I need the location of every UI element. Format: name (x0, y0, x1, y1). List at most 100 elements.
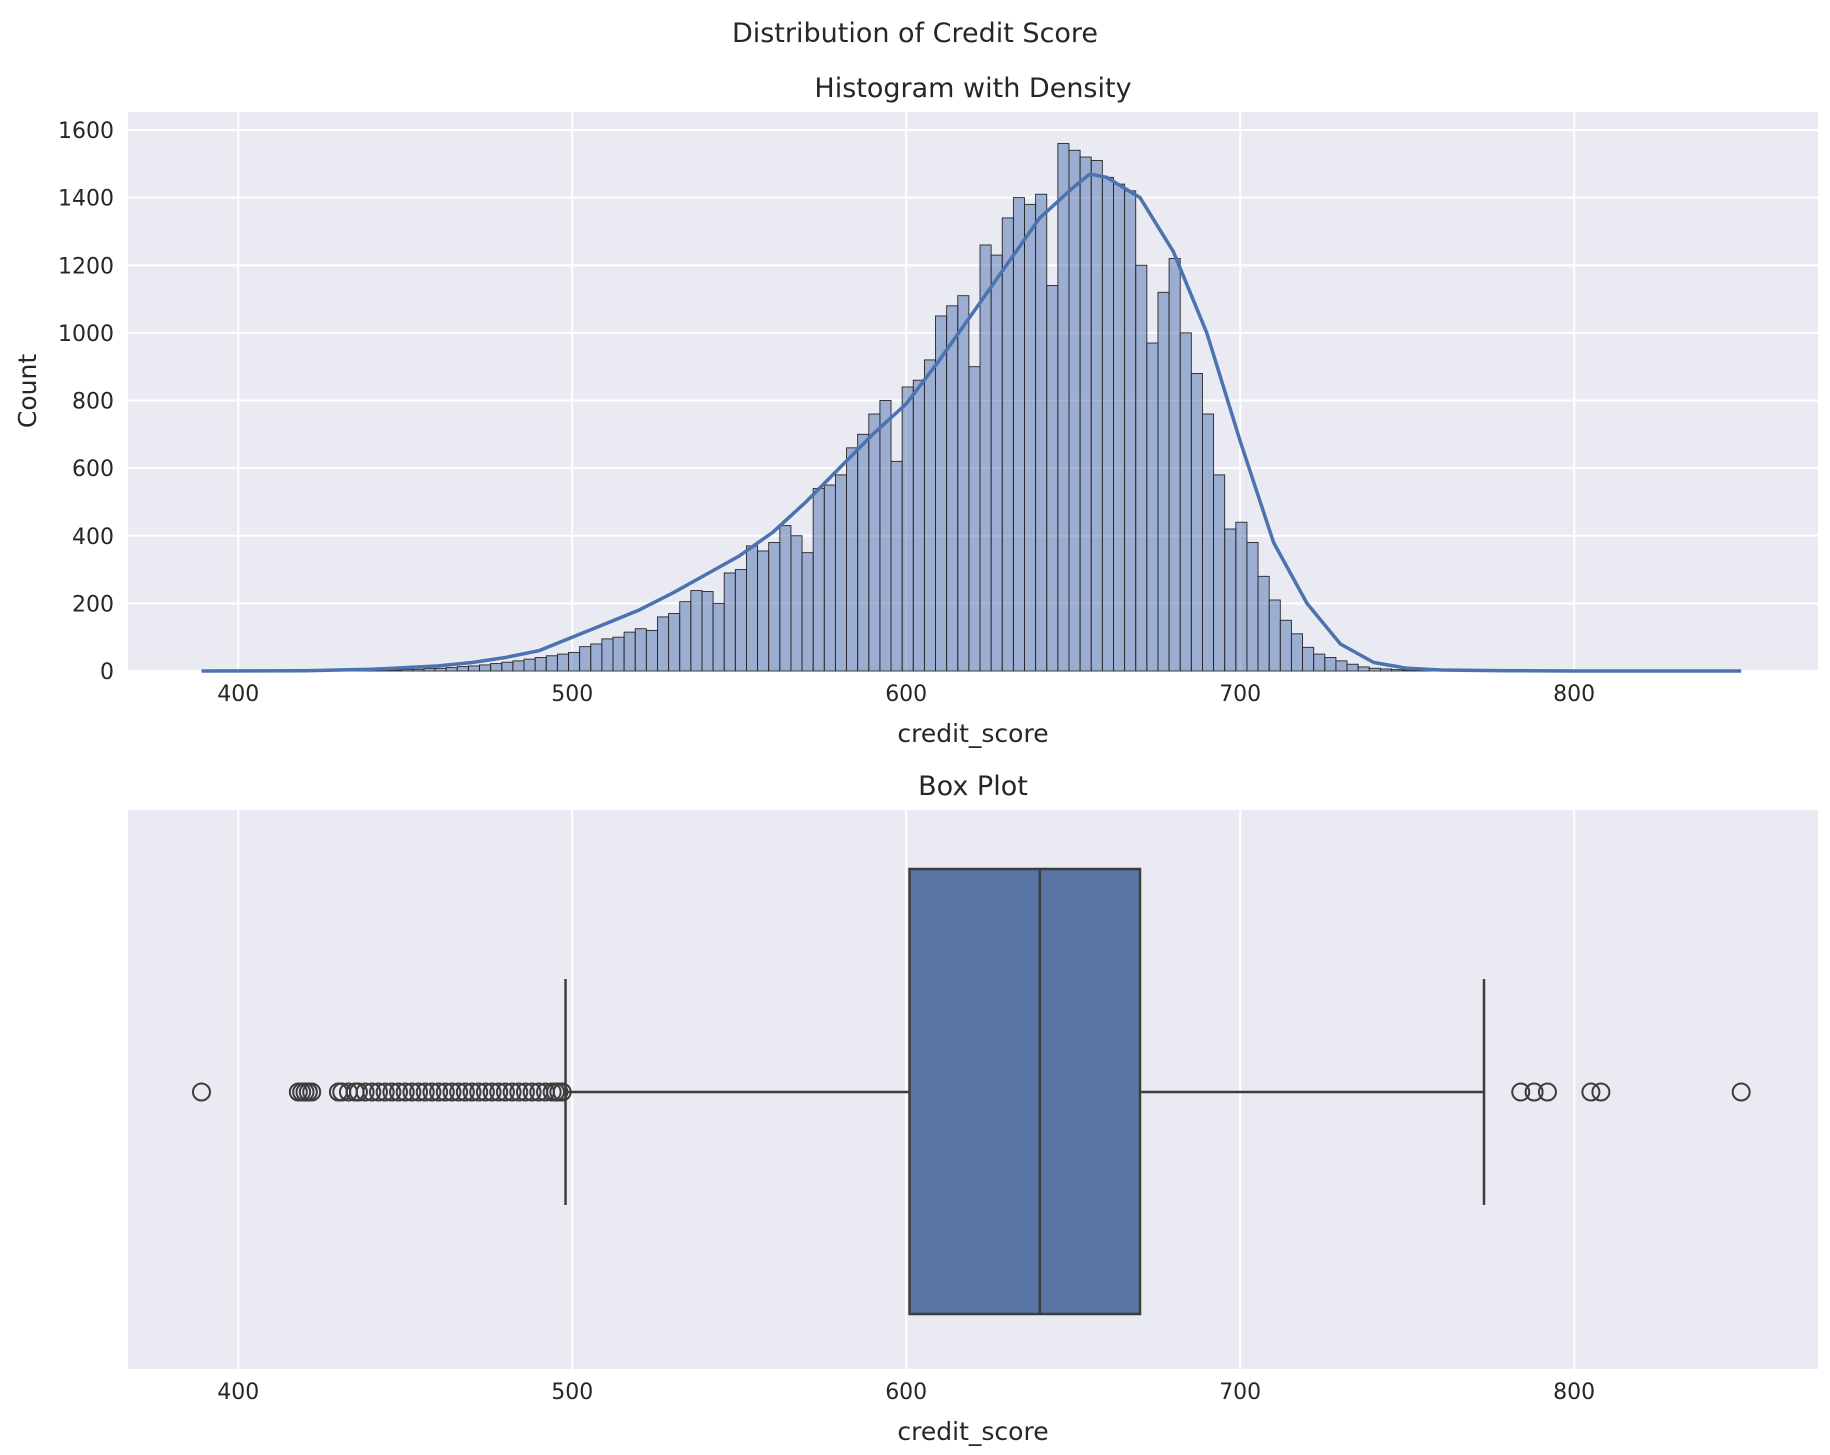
histogram-x-tick-label: 700 (1219, 682, 1261, 707)
histogram-bar (1057, 143, 1070, 672)
boxplot-outlier (368, 1082, 388, 1102)
histogram-bar (1068, 149, 1081, 672)
boxplot-outlier (469, 1082, 489, 1102)
histogram-bar (901, 386, 914, 672)
histogram-bar (1146, 342, 1159, 672)
histogram-y-tick-label: 0 (100, 660, 114, 685)
boxplot-outlier (422, 1082, 442, 1102)
boxplot-outlier (509, 1082, 529, 1102)
histogram-kde-line (201, 172, 1742, 673)
histogram-bar (1313, 653, 1326, 672)
boxplot-outlier (348, 1082, 368, 1102)
boxplot-x-ticks: 400 500 600 700 800 (217, 1380, 1595, 1405)
histogram-bar (812, 487, 825, 672)
histogram-bar (1101, 176, 1114, 672)
boxplot-outlier (382, 1082, 402, 1102)
histogram-bar (1035, 193, 1048, 672)
histogram-bar (390, 669, 403, 672)
histogram-axes: 400 500 600 700 800 0 200 400 600 800 1000 1200 140… (13, 73, 1818, 748)
histogram-bar (501, 661, 514, 672)
histogram-bar (1090, 159, 1103, 672)
histogram-bar (456, 666, 469, 672)
histogram-bar (434, 667, 447, 672)
histogram-bar (579, 646, 592, 672)
histogram-bar (1335, 660, 1348, 672)
boxplot-outlier (362, 1082, 382, 1102)
histogram-bar (790, 535, 803, 672)
histogram-bar (912, 379, 925, 672)
histogram-bar (1202, 413, 1215, 672)
histogram-bar (935, 315, 948, 672)
boxplot-outlier (482, 1082, 502, 1102)
boxplot-outlier (515, 1082, 535, 1102)
boxplot-x-tick-label: 500 (551, 1380, 593, 1405)
histogram-bar (490, 663, 503, 672)
histogram-bar (779, 525, 792, 672)
histogram-bar (990, 254, 1003, 672)
histogram-y-tick-label: 200 (72, 592, 114, 617)
boxplot-outlier (522, 1082, 542, 1102)
histogram-bar (1024, 203, 1037, 672)
histogram-bar (545, 655, 558, 672)
histogram-bar (1079, 156, 1092, 672)
histogram-x-axis-label: credit_score (897, 719, 1048, 748)
histogram-bar (1268, 599, 1281, 672)
histogram-x-tick-label: 600 (885, 682, 927, 707)
histogram-y-tick-label: 600 (72, 457, 114, 482)
histogram-bar (412, 668, 425, 672)
boxplot-outlier (1524, 1082, 1544, 1102)
boxplot-x-axis-label: credit_score (897, 1417, 1048, 1446)
histogram-bar (1279, 619, 1292, 672)
histogram-y-ticks: 0 200 400 600 800 1000 1200 1400 1600 (58, 119, 114, 685)
boxplot-box (908, 867, 1142, 1316)
boxplot-outlier (375, 1082, 395, 1102)
boxplot-x-tick-label: 800 (1553, 1380, 1595, 1405)
histogram-x-tick-label: 500 (551, 682, 593, 707)
histogram-bar (1346, 663, 1359, 672)
histogram-bar (1168, 258, 1181, 672)
histogram-bar (1012, 197, 1025, 672)
histogram-bar (568, 651, 581, 672)
boxplot-x-tick-label: 600 (885, 1380, 927, 1405)
boxplot-outlier (449, 1082, 469, 1102)
histogram-bar (1046, 285, 1059, 672)
histogram-bar (757, 550, 770, 672)
histogram-bar (1157, 291, 1170, 672)
histogram-bar (723, 572, 736, 672)
histogram-title: Histogram with Density (814, 73, 1131, 104)
histogram-bar (823, 484, 836, 672)
boxplot-outlier (389, 1082, 409, 1102)
histogram-bars (312, 143, 1504, 672)
histogram-y-tick-label: 400 (72, 525, 114, 550)
boxplot-grid (237, 810, 1576, 1369)
histogram-x-tick-label: 400 (217, 682, 259, 707)
boxplot-outlier (402, 1082, 422, 1102)
histogram-bar (612, 636, 625, 672)
figure-suptitle: Distribution of Credit Score (732, 18, 1098, 49)
histogram-bar (479, 664, 492, 672)
histogram-bar (512, 660, 525, 672)
histogram-y-tick-label: 1200 (58, 254, 114, 279)
histogram-bar (634, 628, 647, 672)
boxplot-outlier (462, 1082, 482, 1102)
boxplot-outlier (409, 1082, 429, 1102)
histogram-bar (923, 359, 936, 672)
histogram-bar (979, 244, 992, 672)
histogram-y-tick-label: 1000 (58, 322, 114, 347)
histogram-bar (801, 552, 814, 672)
histogram-bar (768, 542, 781, 672)
histogram-bar (1357, 666, 1370, 672)
boxplot-outlier (1731, 1082, 1751, 1102)
boxplot-title: Box Plot (918, 771, 1028, 802)
histogram-x-tick-label: 800 (1553, 682, 1595, 707)
histogram-bar (1257, 575, 1270, 672)
boxplot-outlier (435, 1082, 455, 1102)
histogram-bar (645, 629, 658, 672)
histogram-bar (734, 569, 747, 672)
histogram-y-tick-label: 800 (72, 390, 114, 415)
histogram-bar (1179, 332, 1192, 672)
boxplot-outlier (302, 1082, 322, 1102)
boxplot-x-tick-label: 700 (1219, 1380, 1261, 1405)
boxplot-outlier (442, 1082, 462, 1102)
histogram-bar (534, 657, 547, 672)
